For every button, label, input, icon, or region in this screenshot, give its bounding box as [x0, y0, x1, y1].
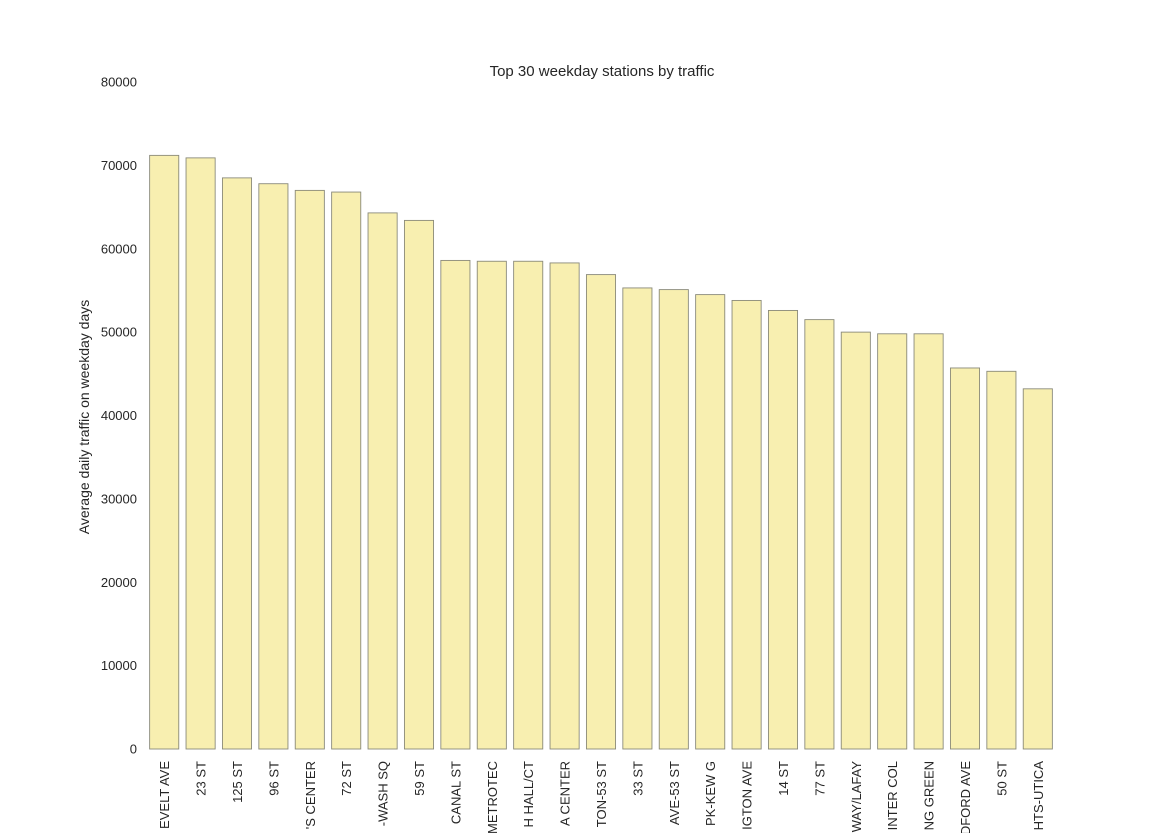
y-tick-label: 40000 — [101, 408, 137, 423]
bar — [949, 367, 981, 750]
bar — [294, 189, 325, 750]
bar — [476, 260, 507, 750]
bar — [1022, 388, 1053, 750]
x-tick-label: NG GREEN — [922, 761, 937, 830]
x-tick-label: H HALL/CT — [521, 761, 536, 828]
bar — [731, 299, 762, 750]
bar — [221, 177, 253, 750]
bar — [367, 212, 398, 750]
y-tick-label: 20000 — [101, 575, 137, 590]
bar — [840, 331, 871, 750]
x-tick-label: EVELT AVE — [157, 761, 172, 829]
bar — [585, 274, 617, 750]
x-tick-label: CANAL ST — [448, 761, 463, 824]
x-tick-label: 33 ST — [630, 761, 645, 796]
bar — [513, 260, 544, 750]
bar — [149, 154, 180, 750]
x-tick-label: 125 ST — [230, 761, 245, 803]
x-tick-label: 77 ST — [812, 761, 827, 796]
bar — [549, 262, 580, 750]
x-tick-label: 'S CENTER — [303, 761, 318, 829]
x-tick-label: 59 ST — [412, 761, 427, 796]
x-tick-label: -WASH SQ — [376, 761, 391, 826]
x-tick-label: DFORD AVE — [958, 761, 973, 833]
x-tick-label: WAY/LAFAY — [849, 761, 864, 833]
x-tick-label: METROTEC — [485, 761, 500, 833]
y-tick-label: 60000 — [101, 241, 137, 256]
x-tick-label: PK-KEW G — [703, 761, 718, 826]
x-tick-label: AVE-53 ST — [667, 761, 682, 825]
x-tick-label: 50 ST — [994, 761, 1009, 796]
bar — [658, 289, 689, 750]
bar — [986, 370, 1017, 750]
x-tick-label: A CENTER — [558, 761, 573, 826]
chart-title: Top 30 weekday stations by traffic — [490, 63, 715, 80]
y-tick-label: 30000 — [101, 491, 137, 506]
bar — [913, 333, 944, 750]
x-tick-label: TON-53 ST — [594, 761, 609, 827]
y-tick-label: 10000 — [101, 658, 137, 673]
y-tick-label: 50000 — [101, 325, 137, 340]
bars — [149, 154, 1053, 750]
bar — [877, 333, 908, 750]
x-axis-ticks: EVELT AVE 23 ST 125 ST 96 ST 'S CENTER 72 ST -… — [157, 761, 1046, 833]
y-tick-label: 80000 — [101, 75, 137, 90]
x-tick-label: 14 ST — [776, 761, 791, 796]
x-tick-label: INTER COL — [885, 761, 900, 830]
bar — [622, 287, 653, 750]
y-axis-ticks: 0 10000 20000 30000 40000 50000 60000 70000 8000… — [101, 75, 137, 757]
bar — [331, 191, 362, 750]
y-tick-label: 0 — [130, 742, 137, 757]
x-tick-label: 96 ST — [266, 761, 281, 796]
x-tick-label: HTS-UTICA — [1031, 761, 1046, 831]
y-axis-label: Average daily traffic on weekday days — [76, 300, 92, 535]
bar — [258, 183, 289, 750]
bar — [440, 259, 471, 750]
x-tick-label: 72 ST — [339, 761, 354, 796]
bar — [695, 294, 726, 750]
bar — [403, 219, 435, 750]
bar — [185, 157, 216, 750]
x-tick-label: 23 ST — [194, 761, 209, 796]
bar — [767, 309, 799, 750]
y-tick-label: 70000 — [101, 158, 137, 173]
bar — [804, 319, 835, 750]
x-tick-label: IGTON AVE — [740, 761, 755, 830]
